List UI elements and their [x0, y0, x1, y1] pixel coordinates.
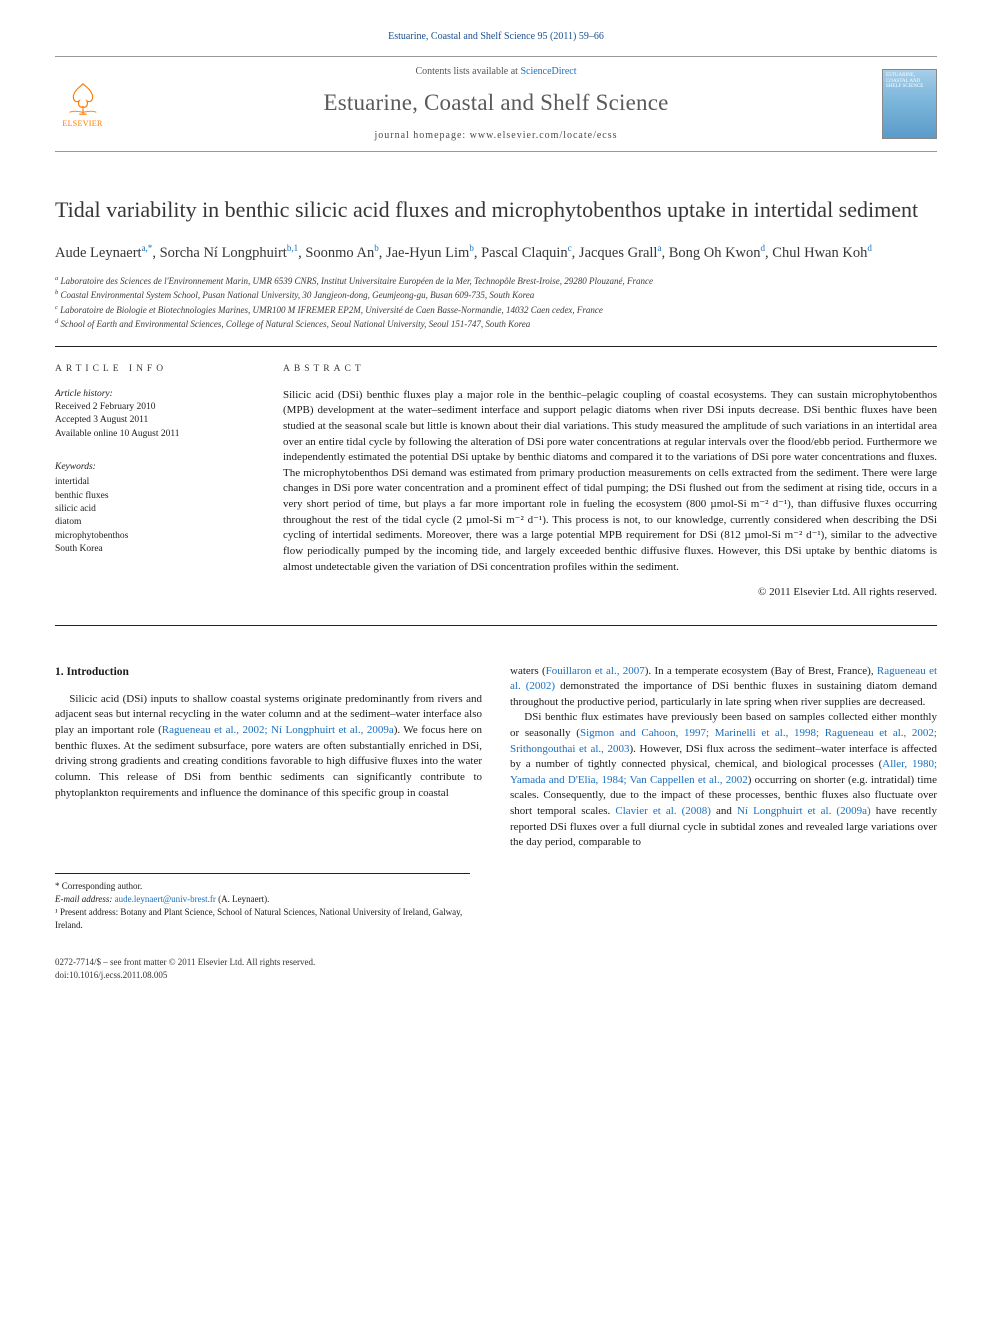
- citation-link[interactable]: Fouillaron et al., 2007: [546, 665, 645, 677]
- journal-cover-thumbnail: ESTUARINE, COASTAL AND SHELF SCIENCE: [882, 69, 937, 139]
- copyright-line: © 2011 Elsevier Ltd. All rights reserved…: [283, 585, 937, 600]
- history-line: Accepted 3 August 2011: [55, 414, 255, 427]
- issn-copyright: 0272-7714/$ – see front matter © 2011 El…: [55, 956, 937, 969]
- present-address-note: ¹ Present address: Botany and Plant Scie…: [55, 906, 470, 932]
- article-info-sidebar: ARTICLE INFO Article history: Received 2…: [55, 347, 255, 601]
- keyword: diatom: [55, 516, 255, 529]
- body-col-right: waters (Fouillaron et al., 2007). In a t…: [510, 664, 937, 851]
- affiliations: a Laboratoire des Sciences de l'Environn…: [55, 275, 937, 332]
- cover-title: ESTUARINE, COASTAL AND SHELF SCIENCE: [886, 73, 933, 90]
- text-run: ). In a temperate ecosystem (Bay of Bres…: [645, 665, 877, 677]
- keyword: microphytobenthos: [55, 530, 255, 543]
- author-list: Aude Leynaerta,*, Sorcha Ní Longphuirtb,…: [55, 243, 937, 265]
- keyword: silicic acid: [55, 503, 255, 516]
- body-col-left: 1. Introduction Silicic acid (DSi) input…: [55, 664, 482, 851]
- abstract-column: ABSTRACT Silicic acid (DSi) benthic flux…: [283, 347, 937, 601]
- history-label: Article history:: [55, 388, 255, 401]
- keywords-block: Keywords: intertidalbenthic fluxessilici…: [55, 461, 255, 556]
- contents-available-line: Contents lists available at ScienceDirec…: [120, 65, 872, 79]
- affiliation-line: b Coastal Environmental System School, P…: [55, 289, 937, 303]
- affiliation-line: d School of Earth and Environmental Scie…: [55, 318, 937, 332]
- citation-link[interactable]: Ragueneau et al., 2002; Ní Longphuirt et…: [162, 724, 394, 736]
- history-line: Available online 10 August 2011: [55, 428, 255, 441]
- intro-para-2: DSi benthic flux estimates have previous…: [510, 710, 937, 850]
- keyword: intertidal: [55, 476, 255, 489]
- history-line: Received 2 February 2010: [55, 401, 255, 414]
- contents-prefix: Contents lists available at: [415, 66, 520, 77]
- affiliation-line: a Laboratoire des Sciences de l'Environn…: [55, 275, 937, 289]
- text-run: demonstrated the importance of DSi benth…: [510, 680, 937, 708]
- sciencedirect-link[interactable]: ScienceDirect: [520, 66, 576, 77]
- elsevier-wordmark: ELSEVIER: [62, 118, 102, 129]
- email-link[interactable]: aude.leynaert@univ-brest.fr: [115, 894, 216, 904]
- doi-line: doi:10.1016/j.ecss.2011.08.005: [55, 969, 937, 982]
- citation-link[interactable]: Clavier et al. (2008): [615, 805, 711, 817]
- keyword: benthic fluxes: [55, 490, 255, 503]
- article-history: Article history: Received 2 February 201…: [55, 388, 255, 441]
- journal-masthead: ELSEVIER Contents lists available at Sci…: [55, 56, 937, 152]
- citation-link[interactable]: Ní Longphuirt et al. (2009a): [737, 805, 871, 817]
- email-suffix: (A. Leynaert).: [216, 894, 269, 904]
- corresponding-author-note: * Corresponding author.: [55, 880, 470, 893]
- email-label: E-mail address:: [55, 894, 115, 904]
- body-columns: 1. Introduction Silicic acid (DSi) input…: [55, 664, 937, 851]
- intro-para-1-cont: waters (Fouillaron et al., 2007). In a t…: [510, 664, 937, 711]
- elsevier-logo: ELSEVIER: [55, 74, 110, 134]
- article-title: Tidal variability in benthic silicic aci…: [55, 196, 937, 225]
- text-run: waters (: [510, 665, 546, 677]
- keyword: South Korea: [55, 543, 255, 556]
- keywords-label: Keywords:: [55, 461, 255, 474]
- elsevier-tree-icon: [63, 80, 103, 118]
- journal-name: Estuarine, Coastal and Shelf Science: [120, 87, 872, 119]
- journal-homepage: journal homepage: www.elsevier.com/locat…: [120, 129, 872, 143]
- text-run: and: [711, 805, 737, 817]
- running-header: Estuarine, Coastal and Shelf Science 95 …: [55, 30, 937, 44]
- affiliation-line: c Laboratoire de Biologie et Biotechnolo…: [55, 304, 937, 318]
- article-info-row: ARTICLE INFO Article history: Received 2…: [55, 346, 937, 626]
- email-line: E-mail address: aude.leynaert@univ-brest…: [55, 893, 470, 906]
- article-info-heading: ARTICLE INFO: [55, 363, 255, 376]
- masthead-center: Contents lists available at ScienceDirec…: [120, 65, 872, 143]
- front-matter-line: 0272-7714/$ – see front matter © 2011 El…: [55, 956, 937, 981]
- title-block: Tidal variability in benthic silicic aci…: [55, 196, 937, 331]
- abstract-text: Silicic acid (DSi) benthic fluxes play a…: [283, 388, 937, 575]
- abstract-heading: ABSTRACT: [283, 363, 937, 376]
- section-heading-intro: 1. Introduction: [55, 664, 482, 680]
- intro-para-1: Silicic acid (DSi) inputs to shallow coa…: [55, 692, 482, 801]
- footnotes: * Corresponding author. E-mail address: …: [55, 873, 470, 932]
